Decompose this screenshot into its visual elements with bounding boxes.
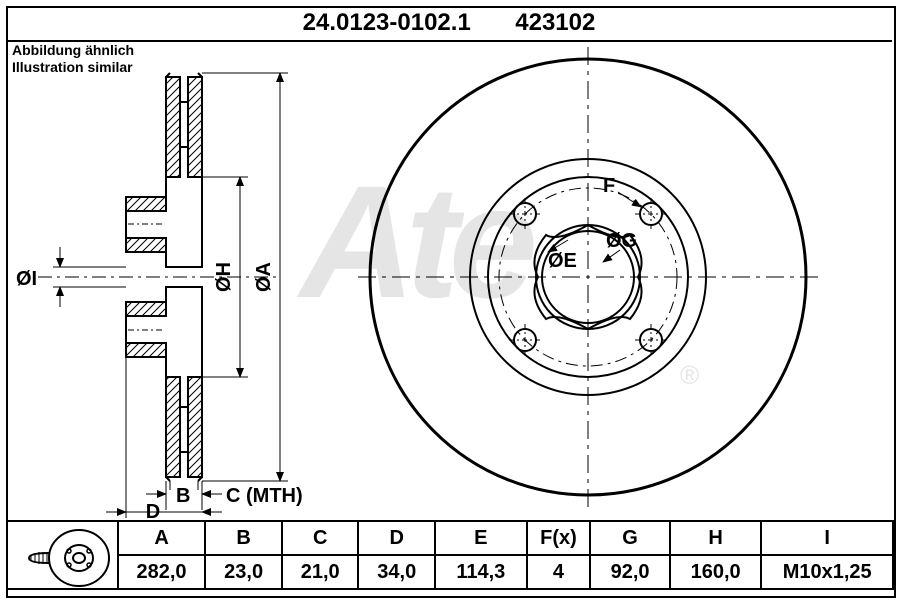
col-B: B [205,521,282,555]
col-I: I [761,521,893,555]
label-A: ØA [253,262,275,292]
label-G: ØG [606,230,637,252]
col-H: H [670,521,762,555]
label-I: ØI [16,268,37,290]
side-view: ØA ØH ØI B C (MTH) [16,73,303,518]
val-F: 4 [527,555,591,589]
spec-table: A B C D E F(x) G H I 282,0 23,0 21,0 34,… [6,520,894,590]
val-B: 23,0 [205,555,282,589]
col-E: E [435,521,527,555]
technical-drawing-svg: ØA ØH ØI B C (MTH) [8,42,890,518]
spec-header-row: A B C D E F(x) G H I [7,521,893,555]
label-D: D [146,501,160,518]
val-C: 21,0 [282,555,359,589]
val-I: M10x1,25 [761,555,893,589]
val-D: 34,0 [358,555,435,589]
part-code: 423102 [515,9,595,36]
label-E: ØE [548,250,577,272]
col-F: F(x) [527,521,591,555]
label-B: B [176,485,190,507]
col-A: A [118,521,206,555]
label-C: C (MTH) [226,485,303,507]
col-D: D [358,521,435,555]
label-F: F [603,175,615,197]
val-A: 282,0 [118,555,206,589]
front-view: ØE ØG F [358,47,818,507]
val-E: 114,3 [435,555,527,589]
val-G: 92,0 [590,555,670,589]
header-bar: 24.0123-0102.1 423102 [6,6,892,42]
diagram-area: ØA ØH ØI B C (MTH) [8,42,890,518]
spec-icon-cell [7,521,118,589]
col-G: G [590,521,670,555]
spec-value-row: 282,0 23,0 21,0 34,0 114,3 4 92,0 160,0 … [7,555,893,589]
val-H: 160,0 [670,555,762,589]
col-C: C [282,521,359,555]
part-number: 24.0123-0102.1 [303,9,471,36]
label-H: ØH [213,262,235,292]
